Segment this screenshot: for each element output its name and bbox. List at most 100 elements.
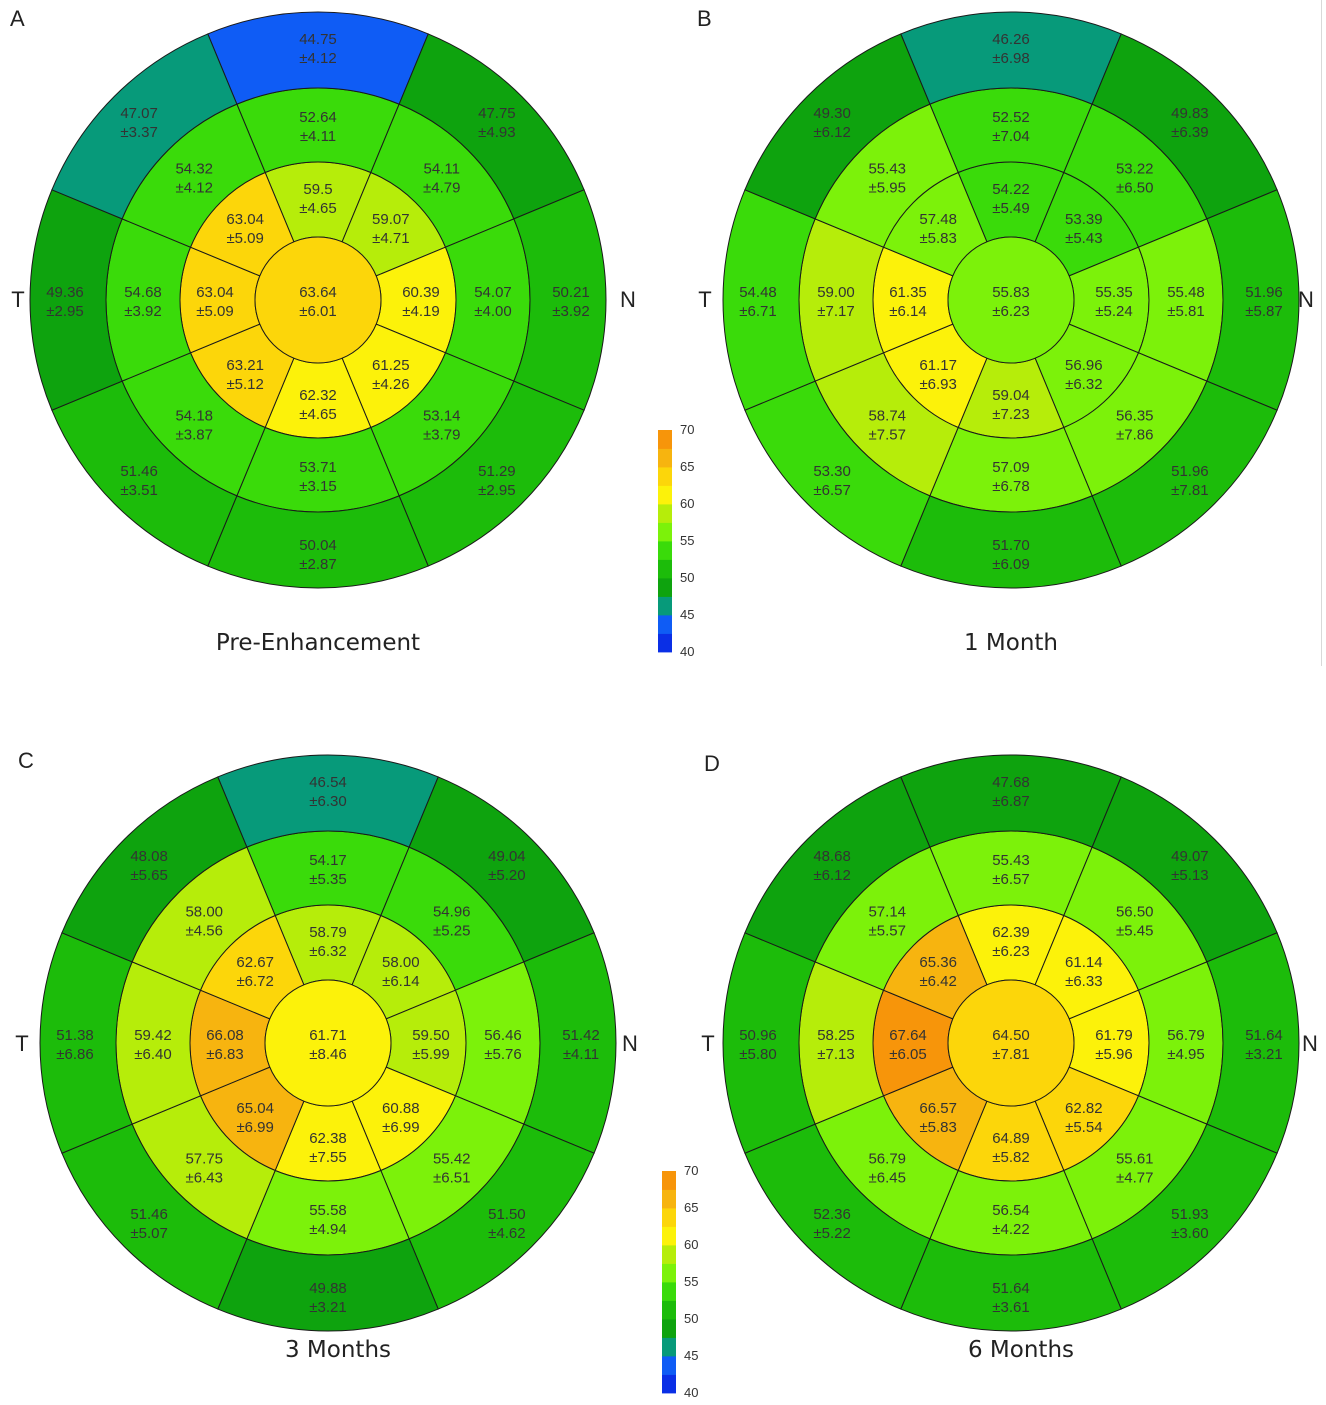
center-label-mean: 55.83 (992, 284, 1030, 301)
middle-label-top-mean: 54.17 (309, 852, 347, 869)
colorbar-band (662, 1263, 676, 1283)
middle-label-top-left-sd: ±5.57 (869, 922, 906, 939)
inner-label-bottom-right-sd: ±6.32 (1065, 376, 1102, 393)
center-label-mean: 64.50 (992, 1027, 1030, 1044)
middle-label-bottom-sd: ±3.15 (299, 478, 336, 495)
inner-label-right-mean: 60.39 (402, 284, 440, 301)
middle-label-top-left-mean: 54.32 (175, 160, 213, 177)
center-segment (264, 979, 392, 1107)
outer-label-right-sd: ±5.87 (1245, 303, 1282, 320)
outer-label-bottom-left-sd: ±5.22 (813, 1225, 850, 1242)
panel-caption: Pre-Enhancement (216, 630, 420, 656)
middle-label-bottom-left-sd: ±6.43 (186, 1170, 223, 1187)
inner-label-right-mean: 59.50 (412, 1027, 450, 1044)
outer-label-left-sd: ±6.86 (56, 1046, 93, 1063)
outer-segment-top-left (744, 776, 931, 963)
center-segment (947, 236, 1075, 364)
inner-label-top-sd: ±6.32 (309, 943, 346, 960)
outer-label-top-sd: ±4.12 (299, 50, 336, 67)
inner-label-bottom-right-sd: ±4.26 (372, 376, 409, 393)
middle-label-left-mean: 59.00 (817, 284, 855, 301)
outer-label-bottom-right-mean: 51.50 (488, 1206, 526, 1223)
temporal-label: T (698, 287, 711, 312)
middle-label-top-sd: ±7.04 (992, 128, 1029, 145)
middle-label-right-sd: ±5.81 (1167, 303, 1204, 320)
outer-label-top-left-sd: ±6.12 (813, 867, 850, 884)
outer-label-left-sd: ±5.80 (739, 1046, 776, 1063)
middle-label-top-sd: ±5.35 (309, 871, 346, 888)
inner-label-top-sd: ±6.23 (992, 943, 1029, 960)
colorbar-band (662, 1245, 676, 1264)
middle-label-top-mean: 52.52 (992, 109, 1030, 126)
inner-label-top-right-mean: 61.14 (1065, 954, 1103, 971)
center-label-sd: ±7.81 (992, 1046, 1029, 1063)
middle-label-bottom-left-mean: 57.75 (185, 1151, 223, 1168)
inner-label-top-mean: 62.39 (992, 924, 1030, 941)
middle-label-top-sd: ±4.11 (300, 128, 336, 145)
outer-label-top-right-mean: 49.07 (1171, 848, 1209, 865)
inner-label-right-sd: ±5.99 (412, 1046, 449, 1063)
outer-label-top-right-sd: ±5.13 (1171, 867, 1208, 884)
outer-label-bottom-right-mean: 51.29 (478, 463, 516, 480)
colorbar-band (658, 522, 672, 542)
outer-label-top-mean: 46.54 (309, 774, 347, 791)
middle-label-bottom-right-mean: 55.42 (433, 1151, 471, 1168)
middle-label-bottom-sd: ±4.94 (309, 1221, 346, 1238)
inner-label-left-sd: ±5.09 (196, 303, 233, 320)
middle-label-top-right-sd: ±5.25 (433, 922, 470, 939)
outer-label-top-right-mean: 47.75 (478, 105, 516, 122)
inner-label-bottom-left-mean: 63.21 (226, 357, 264, 374)
middle-label-top-left-sd: ±4.12 (176, 179, 213, 196)
nasal-label: N (1298, 287, 1314, 312)
outer-label-top-left-sd: ±5.65 (130, 867, 167, 884)
inner-label-left-mean: 67.64 (889, 1027, 927, 1044)
panel-caption: 1 Month (964, 630, 1058, 656)
inner-label-top-mean: 59.5 (303, 181, 332, 198)
colorbar-band (662, 1208, 676, 1227)
panel-caption: 3 Months (285, 1337, 391, 1363)
inner-label-bottom-sd: ±7.55 (309, 1149, 346, 1166)
outer-label-top-right-mean: 49.83 (1171, 105, 1209, 122)
inner-label-left-mean: 66.08 (206, 1027, 244, 1044)
outer-label-top-right-sd: ±6.39 (1171, 124, 1208, 141)
outer-label-bottom-sd: ±3.21 (309, 1299, 346, 1316)
inner-label-bottom-right-mean: 56.96 (1065, 357, 1103, 374)
colorbar-tick-label: 70 (680, 422, 694, 437)
center-label-sd: ±6.23 (992, 303, 1029, 320)
middle-label-left-mean: 58.25 (817, 1027, 855, 1044)
outer-label-right-mean: 51.64 (1245, 1027, 1283, 1044)
inner-label-bottom-left-sd: ±6.93 (919, 376, 956, 393)
outer-label-right-sd: ±3.92 (552, 303, 589, 320)
middle-label-top-right-mean: 53.22 (1116, 160, 1154, 177)
colorbar-band (658, 430, 672, 449)
colorbar-band (658, 633, 672, 653)
inner-label-bottom-sd: ±7.23 (992, 406, 1029, 423)
inner-label-top-mean: 54.22 (992, 181, 1030, 198)
panel-a: 59.5 ±4.65 59.07 ±4.71 60.39 ±4.19 61.25 ±4.26 6… (10, 6, 694, 659)
middle-label-top-sd: ±6.57 (992, 871, 1029, 888)
middle-label-top-left-mean: 55.43 (868, 160, 906, 177)
inner-label-top-left-mean: 63.04 (226, 211, 264, 228)
colorbar-tick-label: 40 (680, 644, 694, 659)
colorbar-band (662, 1337, 676, 1357)
inner-label-left-sd: ±6.83 (206, 1046, 243, 1063)
outer-label-bottom-left-mean: 51.46 (120, 463, 158, 480)
outer-label-top-right-mean: 49.04 (488, 848, 526, 865)
middle-label-bottom-left-sd: ±7.57 (869, 427, 906, 444)
inner-label-top-left-mean: 62.67 (236, 954, 274, 971)
inner-label-right-mean: 55.35 (1095, 284, 1133, 301)
inner-label-bottom-right-mean: 60.88 (382, 1100, 420, 1117)
colorbar-band (658, 541, 672, 560)
middle-label-top-right-sd: ±4.79 (423, 179, 460, 196)
colorbar-band (662, 1319, 676, 1338)
middle-label-bottom-right-sd: ±4.77 (1116, 1170, 1153, 1187)
inner-label-top-right-sd: ±6.14 (382, 973, 419, 990)
middle-label-right-mean: 54.07 (474, 284, 512, 301)
outer-label-left-mean: 54.48 (739, 284, 777, 301)
outer-label-right-mean: 50.21 (552, 284, 590, 301)
middle-label-bottom-left-sd: ±3.87 (176, 427, 213, 444)
outer-label-right-mean: 51.42 (562, 1027, 600, 1044)
outer-label-bottom-left-sd: ±3.51 (120, 482, 157, 499)
outer-label-bottom-left-sd: ±5.07 (130, 1225, 167, 1242)
colorbar-band (662, 1189, 676, 1209)
